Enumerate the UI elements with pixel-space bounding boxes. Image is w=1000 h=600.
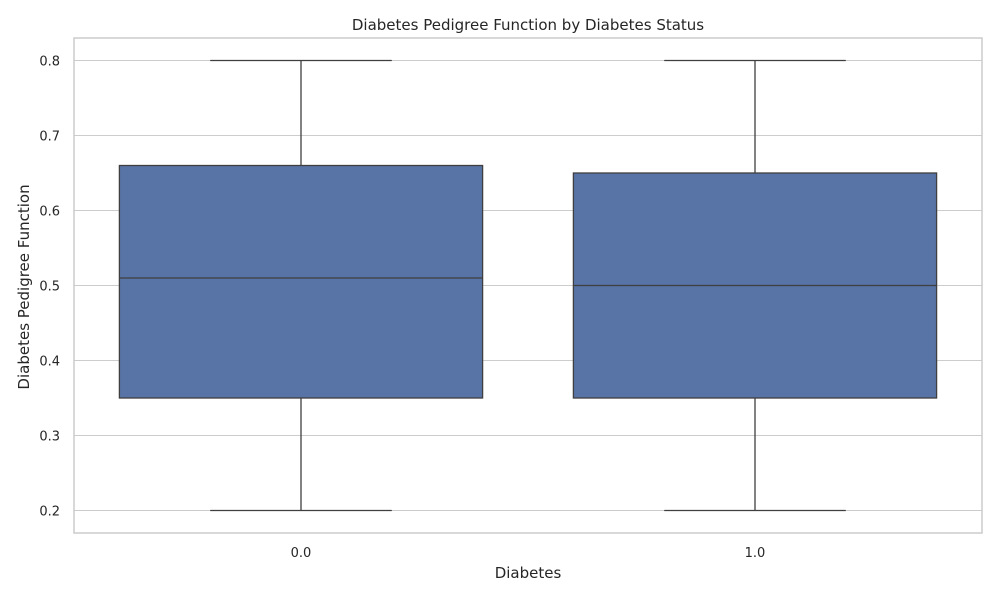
y-tick-label: 0.8: [39, 55, 60, 70]
y-tick-label: 0.4: [39, 355, 60, 370]
chart-title: Diabetes Pedigree Function by Diabetes S…: [352, 16, 704, 34]
plot-frame: [73, 37, 983, 534]
y-axis-label: Diabetes Pedigree Function: [15, 184, 33, 389]
x-tick-label: 1.0: [745, 546, 766, 561]
y-tick-label: 0.5: [39, 280, 60, 295]
y-tick-label: 0.7: [39, 130, 60, 145]
x-tick-label: 0.0: [291, 546, 312, 561]
y-tick-label: 0.2: [39, 505, 60, 520]
boxes: [118, 59, 938, 512]
y-tick-label: 0.3: [39, 430, 60, 445]
x-axis-label: Diabetes: [495, 564, 562, 582]
y-tick-label: 0.6: [39, 205, 60, 220]
iqr-box: [118, 164, 484, 399]
box-0.0: [118, 59, 484, 512]
box-1.0: [572, 59, 938, 512]
y-tick-labels: 0.2 0.3 0.4 0.5 0.6 0.7 0.8: [39, 55, 60, 520]
x-tick-labels: 0.0 1.0: [291, 546, 766, 561]
